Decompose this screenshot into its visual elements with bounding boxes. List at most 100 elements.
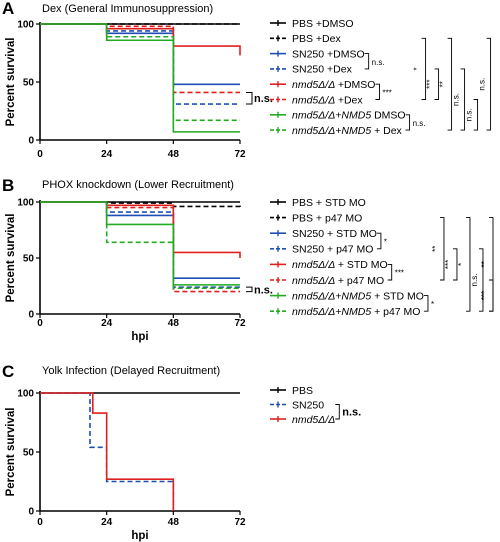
significance-label: n.s.	[452, 93, 461, 106]
y-tick-label: 0	[28, 310, 34, 321]
series-line	[40, 23, 240, 105]
series-line	[40, 23, 240, 133]
significance-label: n.s.	[413, 119, 426, 128]
legend-label-text: SN250	[292, 399, 324, 411]
significance-bracket	[375, 83, 380, 100]
legend-label-text: PBS	[292, 385, 313, 397]
legend-label-text: + STD MO	[371, 290, 424, 302]
x-tick-label: 72	[234, 318, 246, 329]
legend-label-text: PBS +Dex	[292, 33, 341, 45]
legend-label-text: +DMSO	[338, 79, 376, 91]
legend-label-text: SN250 + p47 MO	[292, 244, 373, 256]
significance-bracket	[387, 263, 393, 281]
significance-label: ***	[480, 291, 489, 300]
significance-label: ***	[444, 260, 453, 269]
series-line	[40, 201, 240, 286]
legend-label: nmd5Δ/Δ +DMSO	[292, 79, 375, 91]
x-tick-label: 0	[37, 149, 43, 160]
ns-bracket	[246, 91, 253, 105]
legend-label: PBS	[292, 385, 313, 397]
significance-bracket	[434, 68, 440, 100]
panel-c: C Yolk Infection (Delayed Recruitment) 0 50…	[2, 362, 361, 542]
panel-letter: A	[2, 0, 14, 18]
significance-bracket	[489, 279, 494, 312]
panel-letter: C	[2, 362, 14, 381]
significance-label: *	[413, 67, 422, 70]
legend-label: SN250 +Dex	[292, 64, 353, 76]
legend-label: nmd5Δ/Δ + STD MO	[292, 259, 388, 271]
legend-label-text: PBS + STD MO	[292, 197, 366, 209]
legend-label-text: DMSO	[371, 110, 405, 122]
significance-label: ***	[382, 88, 391, 97]
significance-label: *	[384, 238, 387, 247]
significance-bracket	[478, 248, 484, 312]
y-tick-label: 50	[23, 448, 35, 459]
y-axis-title: Percent survival	[5, 214, 17, 303]
significance-bracket	[447, 37, 453, 131]
legend-label: SN250	[292, 399, 324, 411]
panel-title: Dex (General Immunosuppression)	[42, 3, 213, 15]
y-tick-label: 50	[23, 78, 35, 89]
x-tick-label: 72	[234, 517, 246, 528]
legend-label: nmd5Δ/Δ + p47 MO	[292, 275, 384, 287]
significance-label: n.s.	[470, 274, 479, 287]
ns-bracket	[246, 286, 253, 293]
series-line	[40, 201, 240, 293]
y-tick-label: 50	[23, 254, 35, 265]
legend-label-italic: nmd5Δ/Δ	[292, 94, 338, 106]
legend-label-text: + p47 MO	[338, 275, 384, 287]
legend-label-text: SN250 +DMSO	[292, 48, 365, 60]
legend-label: nmd5Δ/Δ+NMD5 + STD MO	[292, 290, 424, 302]
series-line	[40, 201, 240, 279]
legend-label: nmd5Δ/Δ+NMD5 + p47 MO	[292, 306, 420, 318]
legend-label-italic: nmd5Δ/Δ	[292, 275, 338, 287]
panel-letter: B	[2, 176, 14, 195]
significance-bracket	[486, 37, 492, 131]
x-axis-title: hpi	[131, 331, 148, 343]
panel-a: A Dex (General Immunosuppression) 0 50 100 0 2…	[2, 0, 492, 160]
significance-bracket	[452, 248, 458, 281]
legend-label: PBS +DMSO	[292, 18, 354, 30]
legend-label: PBS + STD MO	[292, 197, 366, 209]
significance-label: n.s.	[478, 78, 487, 91]
legend-label: PBS +Dex	[292, 33, 341, 45]
legend-label: SN250 + STD MO	[292, 228, 377, 240]
legend-label-italic: nmd5Δ/Δ+NMD5	[292, 125, 371, 137]
y-tick-label: 100	[17, 20, 34, 31]
legend-label-italic: nmd5Δ/Δ	[292, 414, 335, 426]
panel-title: Yolk Infection (Delayed Recruitment)	[42, 365, 220, 377]
panel-b: B PHOX knockdown (Lower Recruitment) 0 50 10…	[2, 176, 494, 343]
significance-bracket	[473, 99, 479, 131]
y-tick-label: 0	[28, 507, 34, 518]
x-tick-label: 48	[168, 149, 180, 160]
significance-bracket	[335, 404, 340, 420]
legend-label-text: + p47 MO	[371, 306, 420, 318]
x-tick-label: 48	[168, 318, 180, 329]
significance-bracket	[364, 53, 370, 70]
legend-label-text: SN250 +Dex	[292, 64, 353, 76]
legend-label-italic: nmd5Δ/Δ+NMD5	[292, 306, 371, 318]
significance-bracket	[439, 217, 445, 281]
series-line	[40, 201, 240, 290]
x-tick-label: 24	[101, 517, 113, 528]
x-tick-label: 0	[37, 517, 43, 528]
significance-label: *	[431, 300, 434, 309]
series-line	[40, 23, 240, 94]
y-tick-label: 0	[28, 136, 34, 147]
legend-label-italic: nmd5Δ/Δ	[292, 259, 338, 271]
significance-bracket	[489, 217, 494, 312]
x-tick-label: 48	[168, 517, 180, 528]
legend-label: nmd5Δ/Δ +Dex	[292, 94, 363, 106]
x-tick-label: 72	[234, 149, 246, 160]
significance-bracket	[376, 232, 382, 250]
legend-label-italic: nmd5Δ/Δ+NMD5	[292, 110, 371, 122]
y-axis-title: Percent survival	[5, 408, 17, 497]
ns-label: n.s.	[254, 93, 273, 105]
significance-bracket	[460, 68, 466, 131]
y-axis-title: Percent survival	[5, 38, 17, 127]
significance-label: n.s.	[372, 58, 385, 67]
legend-label: SN250 + p47 MO	[292, 244, 373, 256]
significance-label: *	[457, 263, 466, 266]
y-tick-label: 100	[17, 198, 34, 209]
legend-label-italic: nmd5Δ/Δ	[292, 79, 338, 91]
